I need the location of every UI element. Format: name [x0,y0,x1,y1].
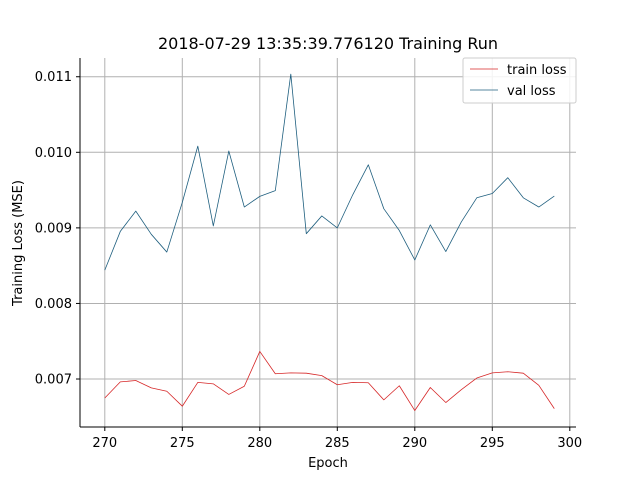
chart-title: 2018-07-29 13:35:39.776120 Training Run [158,34,498,53]
legend-label-val-loss: val loss [507,84,556,99]
legend: train loss val loss [462,57,577,104]
y-tick-label: 0.007 [35,373,72,388]
y-tick-label: 0.009 [35,221,72,236]
series-line-val-loss [104,73,555,271]
x-tick-label: 280 [247,436,272,451]
x-tick-label: 275 [170,436,195,451]
y-tick-label: 0.010 [35,146,72,161]
grid-lines [80,58,576,427]
x-axis-label: Epoch [308,456,348,471]
y-axis-label: Training Loss (MSE) [11,180,26,307]
x-tick-label: 300 [557,436,582,451]
x-tick-label: 285 [325,436,350,451]
tick-marks: 270 275 280 285 290 295 300 0.007 0.008 0.009 0.01… [35,70,582,451]
x-tick-label: 290 [402,436,427,451]
legend-label-train-loss: train loss [507,63,567,78]
y-tick-label: 0.011 [35,70,72,85]
series-line-train-loss [104,351,555,411]
axes [79,58,576,428]
series-layer [104,73,555,411]
x-tick-label: 270 [92,436,117,451]
x-tick-label: 295 [480,436,505,451]
y-tick-label: 0.008 [35,297,72,312]
